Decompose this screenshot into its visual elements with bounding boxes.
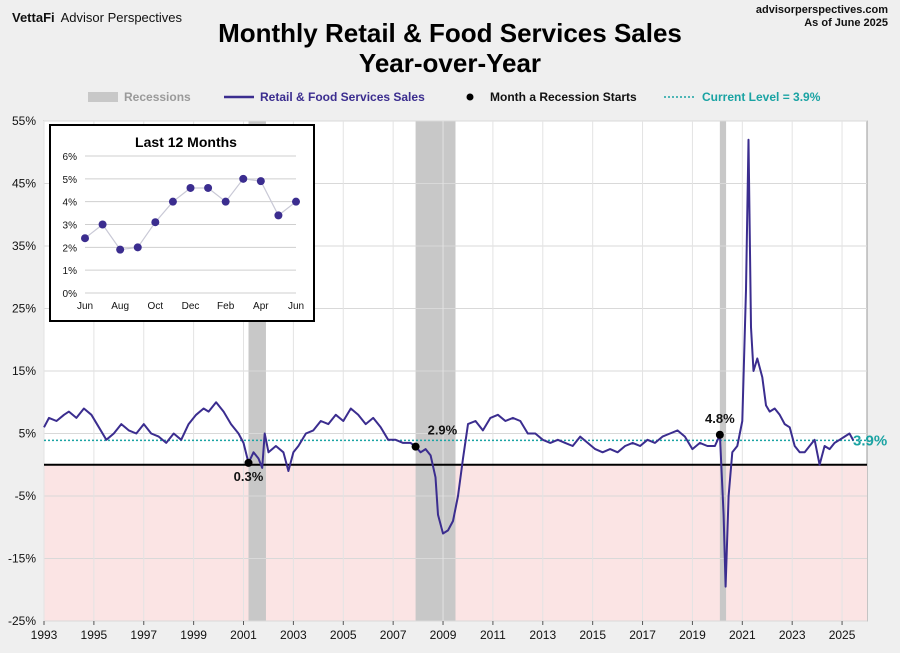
- recession-start-label: 4.8%: [705, 411, 735, 426]
- brand-logo: VettaFi Advisor Perspectives: [12, 10, 182, 25]
- inset-x-tick-label: Dec: [182, 301, 200, 312]
- y-tick-label: 25%: [12, 302, 36, 316]
- inset-y-tick-label: 5%: [63, 175, 78, 186]
- inset-point: [151, 218, 160, 227]
- x-tick-label: 2025: [829, 628, 856, 642]
- inset-point: [98, 220, 107, 229]
- inset-point: [204, 183, 213, 192]
- inset-point: [256, 177, 265, 186]
- y-tick-label: -15%: [8, 552, 36, 566]
- x-tick-label: 1999: [180, 628, 207, 642]
- inset-point: [81, 234, 89, 243]
- inset-y-tick-label: 1%: [63, 266, 78, 277]
- as-of-date: As of June 2025: [804, 17, 888, 29]
- recession-start-dot: [244, 458, 253, 467]
- y-tick-label: 45%: [12, 177, 36, 191]
- inset-y-tick-label: 0%: [63, 289, 78, 300]
- inset-y-tick-label: 6%: [63, 152, 78, 163]
- legend: Recessions Retail & Food Services Sales Mo…: [88, 90, 821, 104]
- y-tick-label: 5%: [19, 427, 37, 441]
- recession-start-dot: [411, 442, 420, 451]
- inset-y-tick-label: 3%: [63, 221, 78, 232]
- inset-point: [274, 211, 283, 220]
- inset-title: Last 12 Months: [135, 134, 237, 150]
- inset-point: [168, 197, 177, 206]
- recession-start-label: 0.3%: [234, 469, 264, 484]
- recession-start-dot: [715, 430, 724, 439]
- legend-swatch-dot: [466, 93, 474, 101]
- current-level-label: 3.9%: [853, 432, 887, 449]
- inset-x-tick-label: Jun: [288, 301, 304, 312]
- legend-swatch-recessions: [88, 92, 118, 102]
- inset-x-tick-label: Aug: [111, 301, 129, 312]
- inset-point: [239, 174, 248, 183]
- x-tick-label: 1993: [31, 628, 58, 642]
- recession-start-label: 2.9%: [428, 423, 458, 438]
- series-line: [43, 138, 855, 588]
- inset-point: [186, 183, 195, 192]
- inset-x-tick-label: Feb: [217, 301, 235, 312]
- x-tick-label: 2023: [779, 628, 806, 642]
- inset-point: [133, 243, 142, 252]
- y-tick-label: -25%: [8, 614, 36, 628]
- inset-x-tick-label: Jun: [77, 301, 93, 312]
- inset-y-tick-label: 4%: [63, 198, 78, 209]
- x-tick-label: 2009: [430, 628, 457, 642]
- x-tick-label: 2015: [579, 628, 606, 642]
- x-tick-label: 2001: [230, 628, 257, 642]
- inset-point: [221, 197, 230, 206]
- x-tick-label: 2013: [529, 628, 556, 642]
- chart-title: Monthly Retail & Food Services Sales Yea…: [0, 18, 900, 78]
- title-line-1: Monthly Retail & Food Services Sales: [218, 18, 682, 48]
- x-tick-label: 2005: [330, 628, 357, 642]
- inset-y-tick-label: 2%: [63, 243, 78, 254]
- title-line-2: Year-over-Year: [358, 48, 542, 78]
- inset-frame: [49, 124, 315, 322]
- legend-label-recessions: Recessions: [124, 90, 191, 104]
- legend-label-current: Current Level = 3.9%: [702, 90, 821, 104]
- legend-label-series: Retail & Food Services Sales: [260, 90, 425, 104]
- y-tick-label: 35%: [12, 239, 36, 253]
- x-tick-label: 2007: [380, 628, 407, 642]
- inset-point: [292, 197, 300, 206]
- x-tick-label: 1997: [130, 628, 157, 642]
- brand-subtitle: Advisor Perspectives: [60, 10, 183, 25]
- x-tick-label: 1995: [81, 628, 108, 642]
- y-tick-label: 55%: [12, 114, 36, 128]
- legend-label-dot: Month a Recession Starts: [490, 90, 637, 104]
- inset-x-tick-label: Apr: [253, 301, 269, 312]
- x-tick-label: 2011: [480, 628, 506, 642]
- inset-point: [116, 245, 125, 254]
- inset-x-tick-label: Oct: [148, 301, 164, 312]
- x-tick-label: 2017: [629, 628, 656, 642]
- source-url: advisorperspectives.com: [755, 4, 888, 16]
- source-block: advisorperspectives.com As of June 2025: [756, 4, 888, 30]
- y-tick-label: 15%: [12, 364, 36, 378]
- brand-name: VettaFi: [12, 10, 55, 25]
- x-tick-label: 2003: [280, 628, 307, 642]
- y-tick-label: -5%: [15, 489, 37, 503]
- x-tick-label: 2019: [679, 628, 706, 642]
- x-tick-label: 2021: [729, 628, 756, 642]
